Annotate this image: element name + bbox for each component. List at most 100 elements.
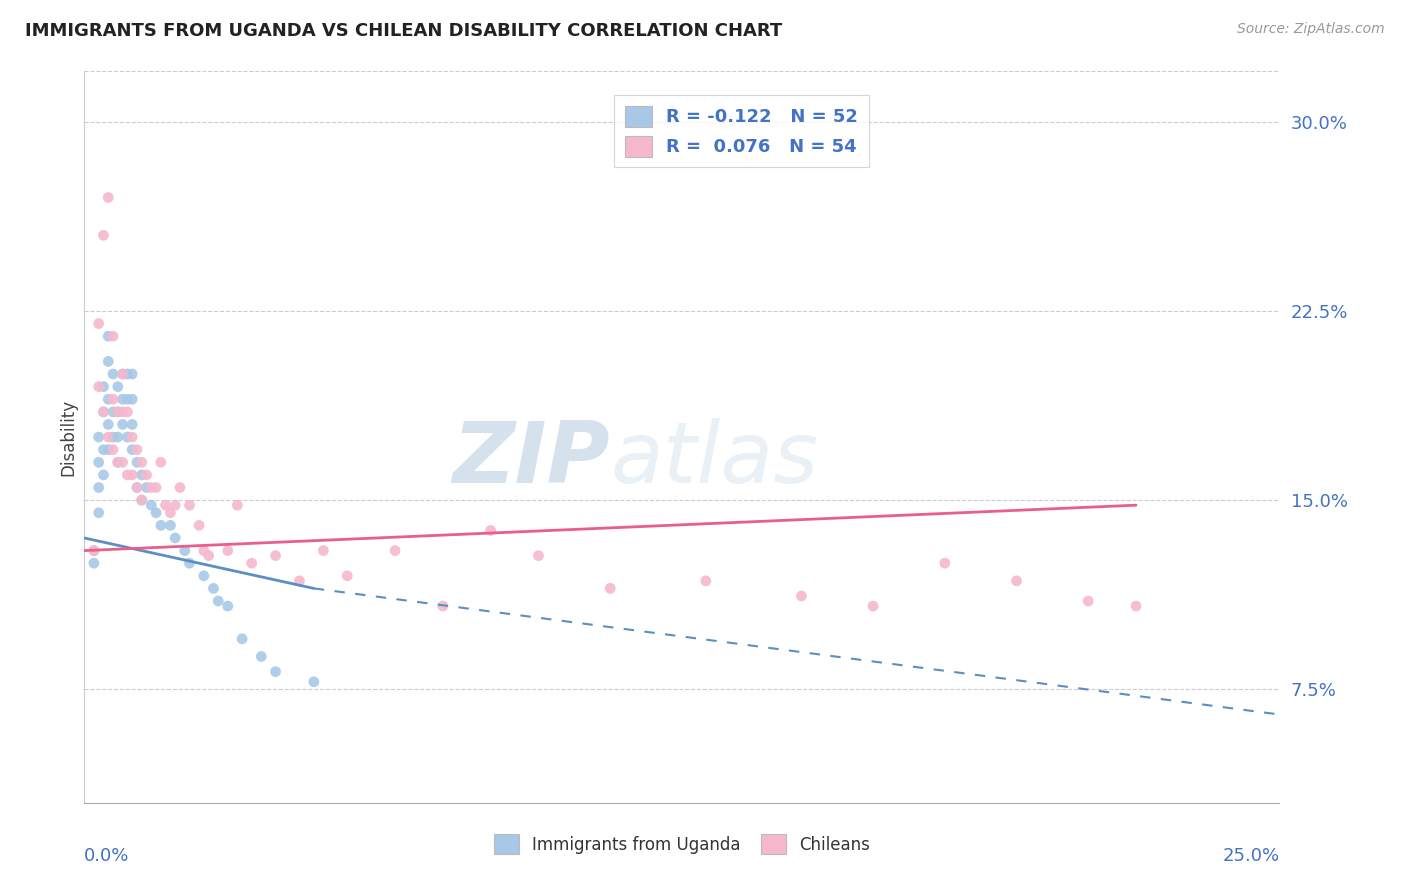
- Point: [250, 649, 273, 664]
- Point: [97, 354, 120, 368]
- Point: [121, 430, 143, 444]
- Point: [264, 549, 287, 563]
- Y-axis label: Disability: Disability: [59, 399, 77, 475]
- Point: [107, 455, 129, 469]
- Point: [107, 379, 129, 393]
- Point: [217, 599, 239, 613]
- Point: [111, 367, 134, 381]
- Point: [111, 455, 134, 469]
- Point: [93, 442, 115, 457]
- Point: [384, 543, 406, 558]
- Point: [121, 392, 143, 407]
- Point: [197, 549, 219, 563]
- Point: [312, 543, 335, 558]
- Point: [131, 455, 153, 469]
- Point: [479, 524, 502, 538]
- Text: atlas: atlas: [610, 417, 818, 500]
- Point: [111, 367, 134, 381]
- Point: [240, 556, 263, 570]
- Point: [101, 442, 124, 457]
- Legend: Immigrants from Uganda, Chileans: Immigrants from Uganda, Chileans: [488, 828, 876, 860]
- Point: [599, 582, 621, 596]
- Point: [934, 556, 956, 570]
- Point: [179, 556, 201, 570]
- Point: [862, 599, 884, 613]
- Point: [1005, 574, 1028, 588]
- Point: [101, 405, 124, 419]
- Point: [87, 379, 110, 393]
- Point: [87, 481, 110, 495]
- Point: [93, 467, 115, 482]
- Point: [107, 455, 129, 469]
- Point: [125, 481, 148, 495]
- Point: [101, 430, 124, 444]
- Point: [336, 569, 359, 583]
- Point: [288, 574, 311, 588]
- Point: [155, 498, 177, 512]
- Point: [173, 543, 195, 558]
- Text: IMMIGRANTS FROM UGANDA VS CHILEAN DISABILITY CORRELATION CHART: IMMIGRANTS FROM UGANDA VS CHILEAN DISABI…: [25, 22, 783, 40]
- Text: 0.0%: 0.0%: [84, 847, 129, 864]
- Point: [165, 531, 187, 545]
- Point: [117, 430, 139, 444]
- Point: [1125, 599, 1147, 613]
- Point: [101, 392, 124, 407]
- Point: [93, 405, 115, 419]
- Point: [87, 317, 110, 331]
- Point: [117, 367, 139, 381]
- Point: [97, 190, 120, 204]
- Point: [149, 455, 172, 469]
- Point: [87, 430, 110, 444]
- Point: [432, 599, 454, 613]
- Point: [111, 405, 134, 419]
- Point: [264, 665, 287, 679]
- Point: [121, 417, 143, 432]
- Point: [121, 367, 143, 381]
- Point: [117, 467, 139, 482]
- Point: [131, 467, 153, 482]
- Point: [117, 392, 139, 407]
- Point: [83, 543, 105, 558]
- Point: [107, 430, 129, 444]
- Point: [302, 674, 325, 689]
- Point: [145, 481, 167, 495]
- Point: [87, 506, 110, 520]
- Point: [93, 405, 115, 419]
- Point: [202, 582, 225, 596]
- Point: [131, 493, 153, 508]
- Point: [83, 543, 105, 558]
- Point: [111, 392, 134, 407]
- Point: [695, 574, 717, 588]
- Point: [169, 481, 191, 495]
- Point: [97, 417, 120, 432]
- Point: [83, 556, 105, 570]
- Point: [141, 498, 163, 512]
- Point: [135, 467, 157, 482]
- Point: [231, 632, 253, 646]
- Point: [93, 228, 115, 243]
- Point: [125, 455, 148, 469]
- Text: 25.0%: 25.0%: [1222, 847, 1279, 864]
- Point: [107, 405, 129, 419]
- Text: Source: ZipAtlas.com: Source: ZipAtlas.com: [1237, 22, 1385, 37]
- Point: [1077, 594, 1099, 608]
- Point: [159, 518, 181, 533]
- Point: [193, 543, 215, 558]
- Point: [101, 367, 124, 381]
- Point: [97, 392, 120, 407]
- Point: [125, 481, 148, 495]
- Point: [117, 405, 139, 419]
- Point: [87, 455, 110, 469]
- Point: [226, 498, 249, 512]
- Point: [121, 467, 143, 482]
- Point: [97, 442, 120, 457]
- Point: [131, 493, 153, 508]
- Point: [159, 506, 181, 520]
- Point: [141, 481, 163, 495]
- Point: [111, 417, 134, 432]
- Point: [135, 481, 157, 495]
- Point: [107, 405, 129, 419]
- Point: [179, 498, 201, 512]
- Text: ZIP: ZIP: [453, 417, 610, 500]
- Point: [217, 543, 239, 558]
